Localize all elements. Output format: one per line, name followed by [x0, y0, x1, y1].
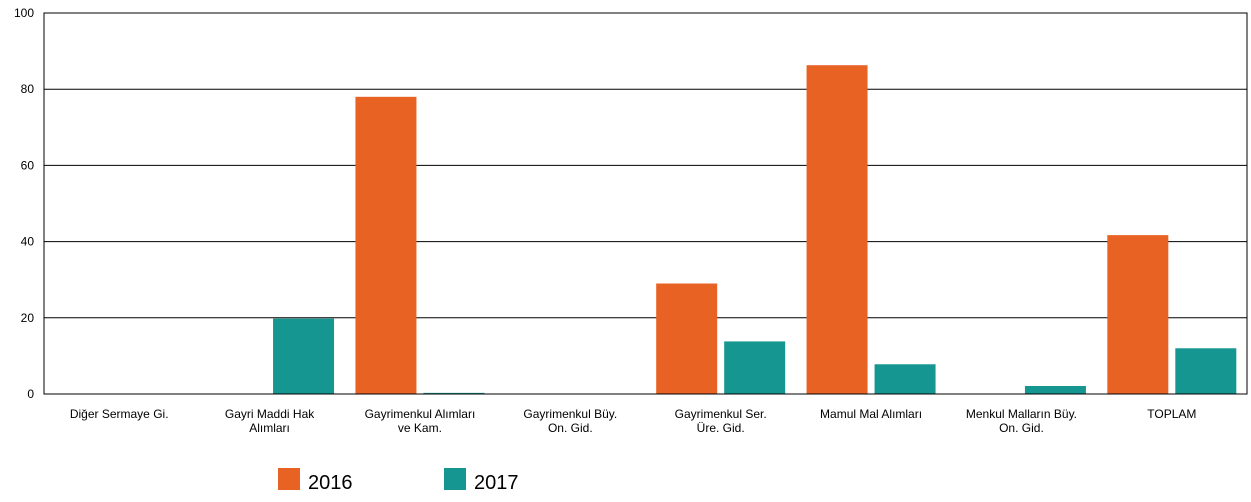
x-tick-label: Mamul Mal Alımları	[820, 407, 922, 421]
x-tick-label-line: Gayrimenkul Ser.	[675, 407, 767, 421]
x-tick-label: Diğer Sermaye Gi.	[70, 407, 169, 421]
x-tick-label: Gayrimenkul Alımları ve Kam.	[365, 407, 476, 435]
x-tick-label: Gayrimenkul Büy. On. Gid.	[523, 407, 617, 435]
bar-2016	[656, 283, 718, 394]
x-axis-labels: Diğer Sermaye Gi. Gayri Maddi Hak Alımları…	[70, 407, 1197, 435]
x-tick-label-line: Gayri Maddi Hak	[225, 407, 315, 421]
x-tick-label-line: Alımları	[249, 421, 290, 435]
x-tick-label: Menkul Malların Büy. On. Gid.	[966, 407, 1077, 435]
y-tick-label: 40	[21, 235, 35, 249]
x-tick-label: Gayri Maddi Hak Alımları	[225, 407, 315, 435]
x-tick-label-line: TOPLAM	[1147, 407, 1196, 421]
plot-frame	[43, 12, 1248, 395]
x-tick-label-line: Üre. Gid.	[697, 421, 745, 435]
bar-2016	[806, 65, 868, 395]
bar-2017	[273, 318, 335, 394]
x-tick-label-line: ve Kam.	[398, 421, 442, 435]
x-tick-label-line: Mamul Mal Alımları	[820, 407, 922, 421]
y-axis-ticks: 0 20 40 60 80 100	[14, 6, 34, 401]
bar-2017	[1024, 385, 1086, 394]
bar-2017	[874, 364, 936, 394]
bar-2016	[355, 96, 417, 394]
x-tick-label-line: Gayrimenkul Alımları	[365, 407, 476, 421]
x-tick-label-line: Menkul Malların Büy.	[966, 407, 1077, 421]
x-tick-label: TOPLAM	[1147, 407, 1196, 421]
y-tick-label: 60	[21, 158, 35, 172]
legend-label: 2016	[308, 472, 353, 494]
legend-swatch	[278, 468, 300, 490]
x-tick-label: Gayrimenkul Ser. Üre. Gid.	[675, 407, 767, 435]
y-tick-label: 20	[21, 311, 35, 325]
x-tick-label-line: On. Gid.	[999, 421, 1044, 435]
bar-2017	[724, 341, 786, 394]
legend: 2016 2017	[278, 468, 519, 494]
legend-label: 2017	[474, 472, 519, 494]
y-tick-label: 0	[27, 387, 34, 401]
bar-2017	[1175, 348, 1237, 394]
bar-2017	[423, 392, 485, 394]
x-tick-label-line: Diğer Sermaye Gi.	[70, 407, 169, 421]
legend-swatch	[444, 468, 466, 490]
bar-2016	[1107, 235, 1169, 394]
bars	[273, 65, 1237, 395]
y-tick-label: 100	[14, 6, 34, 20]
x-tick-label-line: On. Gid.	[548, 421, 593, 435]
y-tick-label: 80	[21, 82, 35, 96]
grid-lines	[44, 12, 1247, 395]
x-tick-label-line: Gayrimenkul Büy.	[523, 407, 617, 421]
